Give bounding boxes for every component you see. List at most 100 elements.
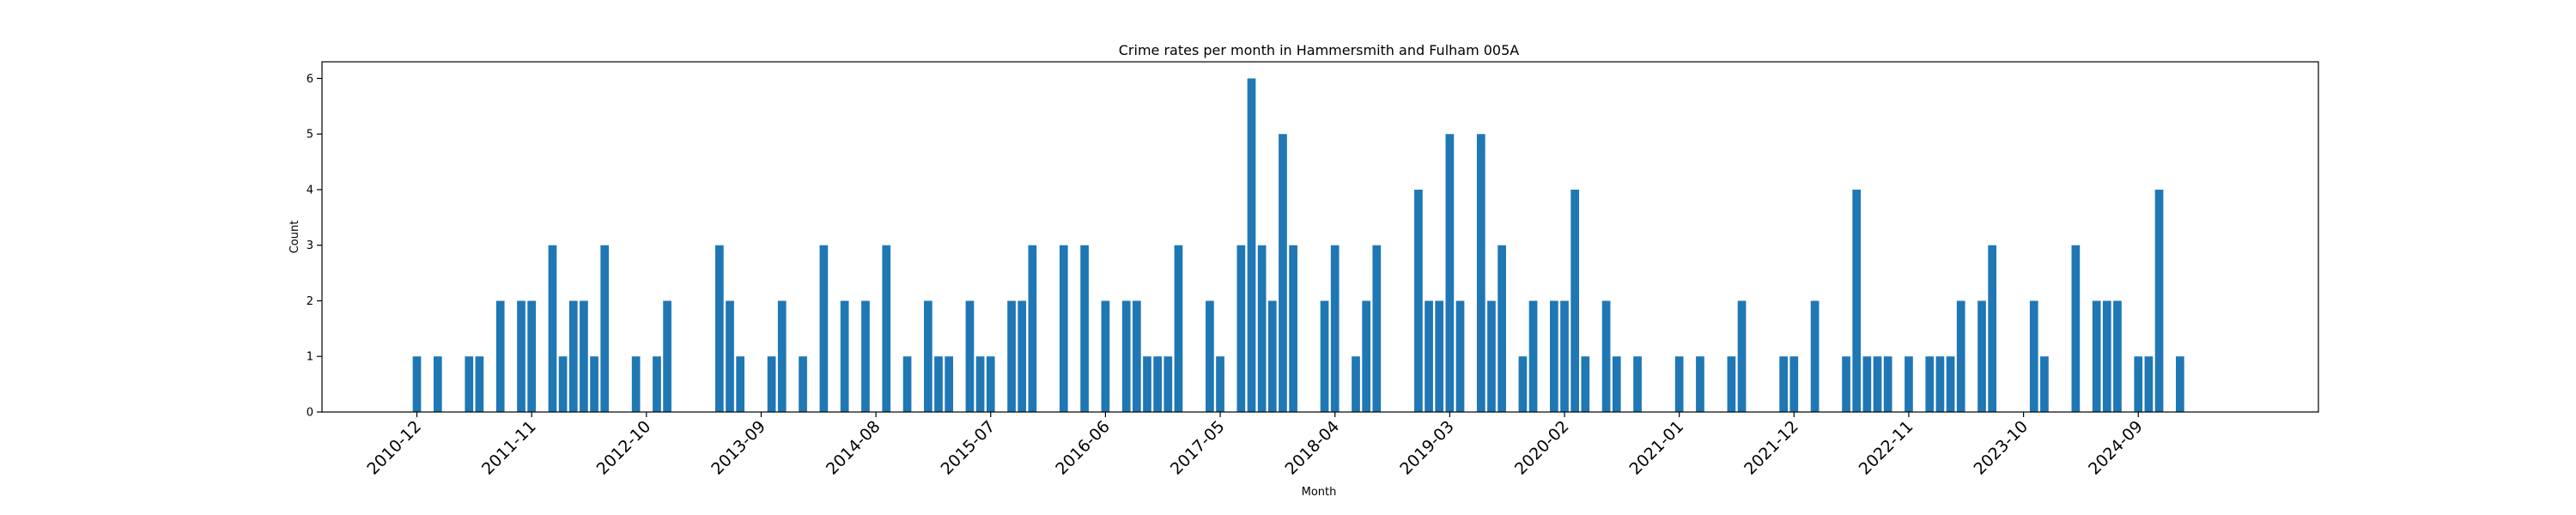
x-tick-label: 2023-10 — [1970, 417, 2032, 479]
bar-2018-04 — [1330, 245, 1340, 412]
bar-2022-08 — [1873, 356, 1882, 412]
bar-2012-03 — [568, 300, 578, 412]
bar-2017-08 — [1247, 78, 1256, 413]
x-tick-label: 2019-03 — [1396, 417, 1458, 479]
bar-2016-06 — [1101, 300, 1110, 412]
bar-2015-03 — [945, 356, 953, 412]
bar-2016-02 — [1059, 245, 1068, 412]
bar-2020-03 — [1571, 189, 1579, 412]
bar-2023-02 — [1935, 356, 1945, 412]
y-tick-label: 0 — [307, 407, 313, 420]
bar-2016-10 — [1143, 356, 1151, 412]
bar-2011-11 — [527, 300, 536, 412]
y-tick-label: 2 — [307, 295, 313, 308]
x-tick-label: 2020-02 — [1511, 417, 1573, 479]
bar-2022-07 — [1862, 356, 1872, 412]
bar-2014-07 — [861, 300, 870, 412]
bar-2020-04 — [1581, 356, 1590, 412]
y-tick-label: 4 — [307, 184, 313, 197]
y-tick-label: 5 — [307, 129, 313, 142]
bar-2020-09 — [1633, 356, 1642, 412]
bars-group — [412, 78, 2184, 413]
bar-2019-11 — [1528, 300, 1538, 412]
bar-2011-05 — [465, 356, 474, 412]
bar-2012-01 — [548, 245, 557, 412]
bar-2021-07 — [1737, 300, 1747, 412]
bar-2024-03 — [2071, 245, 2081, 412]
bar-2016-11 — [1153, 356, 1162, 412]
bar-2019-06 — [1476, 134, 1485, 412]
bar-2023-04 — [1956, 300, 1965, 412]
bar-2011-02 — [433, 356, 442, 412]
bar-2012-04 — [580, 300, 588, 412]
bar-2021-03 — [1696, 356, 1704, 412]
x-tick-label: 2022-11 — [1856, 417, 1917, 479]
bar-2022-02 — [1810, 300, 1820, 412]
y-axis: 0 1 2 3 4 5 6 — [307, 73, 322, 420]
bar-2023-01 — [1925, 356, 1935, 412]
bar-2015-06 — [975, 356, 985, 412]
bar-2012-12 — [663, 300, 671, 412]
x-tick-label: 2012-10 — [593, 417, 655, 479]
bar-2014-09 — [882, 245, 891, 412]
bar-2016-04 — [1080, 245, 1089, 412]
x-tick-label: 2021-01 — [1625, 417, 1687, 479]
bar-2024-05 — [2092, 300, 2101, 412]
bar-2018-06 — [1352, 356, 1360, 412]
bar-2012-11 — [653, 356, 661, 412]
bar-2023-11 — [2029, 300, 2038, 412]
bar-2013-06 — [726, 300, 734, 412]
bar-2019-10 — [1518, 356, 1528, 412]
bar-2022-11 — [1905, 356, 1913, 412]
bar-2019-03 — [1445, 134, 1455, 412]
bar-2017-07 — [1236, 245, 1246, 412]
bar-2014-05 — [840, 300, 849, 412]
bar-2016-09 — [1133, 300, 1141, 412]
bar-2011-06 — [475, 356, 484, 412]
bar-2024-06 — [2102, 300, 2111, 412]
y-tick-label: 6 — [307, 73, 313, 86]
bar-2018-07 — [1362, 300, 1370, 412]
bar-2020-02 — [1560, 300, 1569, 412]
plot-frame — [321, 61, 2319, 413]
x-tick-label: 2013-09 — [708, 417, 769, 479]
bar-2022-09 — [1883, 356, 1893, 412]
y-axis-label: Count — [289, 221, 301, 254]
x-tick-label: 2010-12 — [363, 417, 425, 479]
bar-2014-01 — [799, 356, 807, 412]
bar-2015-11 — [1028, 245, 1037, 412]
x-tick-label: 2011-11 — [478, 417, 540, 479]
x-tick-label: 2015-07 — [938, 417, 999, 479]
bar-2024-09 — [2134, 356, 2143, 412]
bar-2015-05 — [965, 300, 975, 412]
bar-2016-08 — [1121, 300, 1131, 412]
bar-2021-12 — [1789, 356, 1799, 412]
x-tick-label: 2017-05 — [1167, 417, 1229, 479]
bar-2022-05 — [1842, 356, 1850, 412]
bar-2011-08 — [495, 300, 505, 412]
bar-2022-06 — [1852, 189, 1862, 412]
bar-2019-01 — [1425, 300, 1433, 412]
bar-2012-06 — [600, 245, 610, 412]
bar-2011-10 — [517, 300, 526, 412]
x-tick-label: 2016-06 — [1052, 417, 1114, 479]
bar-2018-08 — [1372, 245, 1382, 412]
bar-2015-07 — [986, 356, 995, 412]
bar-2017-12 — [1289, 245, 1297, 412]
bar-2017-11 — [1279, 134, 1287, 412]
x-tick-label: 2014-08 — [823, 417, 884, 479]
x-tick-label: 2021-12 — [1741, 417, 1802, 479]
bar-2020-01 — [1550, 300, 1558, 412]
bar-2023-07 — [1988, 245, 1996, 412]
bar-2013-05 — [715, 245, 724, 412]
x-tick-label: 2018-04 — [1282, 417, 1344, 479]
bar-2023-12 — [2040, 356, 2049, 412]
bar-2013-11 — [777, 300, 787, 412]
bar-2025-01 — [2176, 356, 2184, 412]
bar-2020-06 — [1601, 300, 1611, 412]
bar-2017-05 — [1216, 356, 1224, 412]
bar-2019-07 — [1487, 300, 1496, 412]
bar-2012-09 — [631, 356, 641, 412]
bar-2017-09 — [1257, 245, 1267, 412]
